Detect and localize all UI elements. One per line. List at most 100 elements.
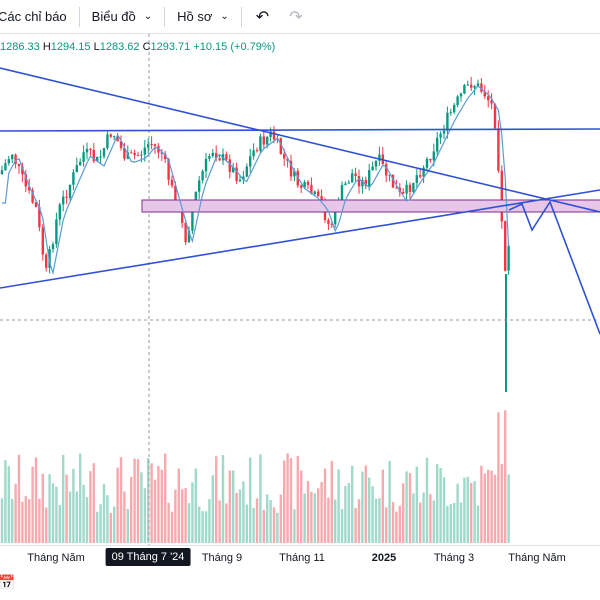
candle-body <box>198 180 200 191</box>
moving-average-line <box>2 86 509 273</box>
volume-bar <box>82 485 84 543</box>
candlesticks <box>1 77 510 392</box>
volume-bar <box>436 464 438 543</box>
candle-body <box>65 197 67 198</box>
redo-icon[interactable]: ↷ <box>289 0 302 34</box>
volume-bar <box>273 507 275 543</box>
time-axis-tick: Tháng 11 <box>279 552 325 564</box>
price-chart[interactable] <box>0 34 600 545</box>
volume-bar <box>392 502 394 543</box>
volume-bar <box>276 513 278 543</box>
candle-body <box>201 171 203 180</box>
volume-bar <box>300 471 302 543</box>
volume-bar <box>25 496 27 543</box>
volume-bar <box>215 456 217 543</box>
volume-bar <box>242 481 244 543</box>
candle-body <box>412 183 414 192</box>
volume-bar <box>334 500 336 543</box>
close-value: 1293.71 <box>151 41 191 53</box>
candle-body <box>368 170 370 186</box>
ohlc-legend: 1286.33 H1294.15 L1283.62 C1293.71 +10.1… <box>0 41 275 53</box>
time-axis-tick: Tháng Năm <box>27 552 84 564</box>
volume-bar <box>484 474 486 543</box>
volume-bar <box>127 509 129 543</box>
profile-menu-label: Hồ sơ <box>177 9 212 24</box>
candle-body <box>76 165 78 172</box>
volume-bar <box>317 488 319 543</box>
volume-bar <box>290 458 292 543</box>
volume-bar <box>368 478 370 543</box>
volume-bar <box>69 492 71 543</box>
candle-body <box>446 113 448 131</box>
volume-bar <box>385 507 387 543</box>
volume-bar <box>382 470 384 543</box>
volume-bar <box>14 484 16 543</box>
candle-body <box>59 204 61 219</box>
volume-bar <box>341 509 343 543</box>
candle-body <box>140 155 142 156</box>
volume-bar <box>249 458 251 543</box>
volume-bar <box>416 467 418 543</box>
volume-bar <box>467 477 469 543</box>
volume-bar <box>130 477 132 543</box>
candle-body <box>494 103 496 128</box>
volume-bar <box>205 511 207 543</box>
open-value: 1286.33 <box>0 41 40 53</box>
volume-bar <box>144 488 146 543</box>
volume-bar <box>198 507 200 543</box>
profile-menu-button[interactable]: Hồ sơ ⌄ <box>177 0 229 34</box>
volume-bar <box>365 466 367 543</box>
candle-body <box>252 150 254 156</box>
volume-bar <box>337 469 339 543</box>
candle-body <box>507 246 509 271</box>
volume-bar <box>375 499 377 543</box>
candle-body <box>300 185 302 187</box>
volume-bar <box>293 509 295 543</box>
candle-body <box>263 136 265 144</box>
candle-body <box>439 134 441 138</box>
volume-bar <box>412 493 414 543</box>
candle-body <box>113 136 115 137</box>
volume-bar <box>256 498 258 543</box>
chevron-down-icon: ⌄ <box>220 11 228 22</box>
candle-body <box>184 223 186 242</box>
undo-icon[interactable]: ↶ <box>256 0 269 34</box>
indicators-button[interactable]: Các chỉ báo <box>0 0 67 34</box>
volume-bar <box>11 499 13 543</box>
volume-bar <box>52 483 54 543</box>
volume-bar <box>4 460 6 543</box>
volume-bar <box>477 506 479 543</box>
candle-body <box>246 167 248 177</box>
volume-bar <box>110 513 112 543</box>
volume-bar <box>358 499 360 543</box>
volume-bar <box>106 495 108 543</box>
volume-bar <box>446 506 448 543</box>
time-axis[interactable]: Tháng Năm 09 Tháng 7 '24 Tháng 9 Tháng 1… <box>0 545 600 570</box>
volume-bar <box>184 488 186 543</box>
volume-bar <box>201 511 203 543</box>
toolbar-divider <box>241 7 242 27</box>
volume-bar <box>351 466 353 543</box>
candle-body <box>69 185 71 198</box>
time-axis-tick: Tháng 9 <box>202 552 242 564</box>
candle-body <box>463 85 465 93</box>
volume-bar <box>21 502 23 543</box>
volume-bar <box>497 412 499 543</box>
volume-bar <box>433 500 435 543</box>
candle-body <box>225 154 227 159</box>
low-value: 1283.62 <box>100 41 140 53</box>
volume-bar <box>167 503 169 543</box>
volume-bar <box>504 410 506 543</box>
chart-menu-button[interactable]: Biểu đồ ⌄ <box>92 0 152 34</box>
volume-bar <box>426 458 428 543</box>
candle-body <box>283 154 285 158</box>
volume-bar <box>140 472 142 543</box>
candle-body <box>18 164 20 166</box>
candle-body <box>467 85 469 86</box>
volume-bar <box>314 493 316 543</box>
candle-body <box>273 131 275 139</box>
indicators-label: Các chỉ báo <box>0 9 67 24</box>
candle-body <box>402 192 404 194</box>
calendar-icon[interactable]: 📅 <box>0 574 15 591</box>
volume-bar <box>1 498 3 543</box>
